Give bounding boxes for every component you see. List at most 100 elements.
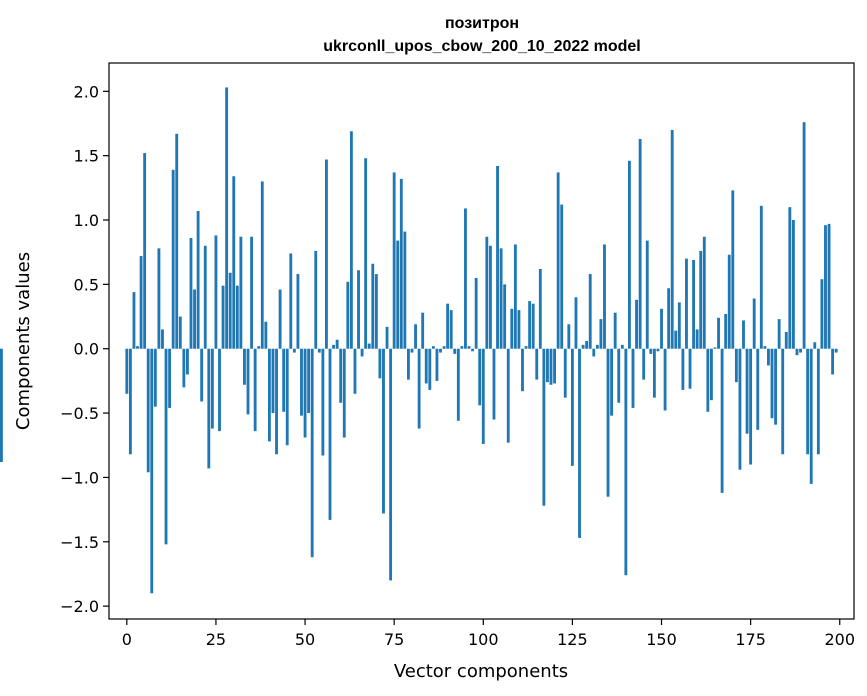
bar xyxy=(513,244,517,349)
bar xyxy=(585,341,589,349)
bar xyxy=(186,348,189,375)
chart-title: позитрон xyxy=(445,15,519,32)
bar xyxy=(382,348,385,514)
bar xyxy=(435,348,439,381)
bar xyxy=(734,348,738,383)
bar xyxy=(456,348,460,421)
bar xyxy=(314,250,318,349)
y-tick-label: 1.0 xyxy=(74,211,99,230)
bar xyxy=(677,302,681,349)
x-tick-label: 25 xyxy=(206,630,226,649)
bar xyxy=(667,288,671,349)
x-tick-label: 200 xyxy=(824,630,855,649)
bar xyxy=(620,344,624,349)
bar xyxy=(325,159,328,349)
bar xyxy=(346,281,350,349)
bar xyxy=(692,259,696,349)
bar xyxy=(128,348,132,455)
bar xyxy=(681,348,685,390)
bar xyxy=(777,319,781,349)
bar xyxy=(724,313,728,349)
bar-series xyxy=(0,87,838,594)
bar xyxy=(278,289,282,349)
bar xyxy=(599,319,603,349)
bar xyxy=(143,153,147,349)
bar xyxy=(517,310,521,349)
y-tick-label: −1.0 xyxy=(60,468,99,487)
bar xyxy=(378,348,382,379)
bar xyxy=(635,299,638,349)
bar xyxy=(802,122,806,349)
bar xyxy=(763,346,767,349)
bar xyxy=(178,316,182,349)
bar xyxy=(250,236,254,349)
bar xyxy=(791,220,795,349)
x-tick-label: 75 xyxy=(384,630,404,649)
bar xyxy=(656,348,660,352)
bar xyxy=(414,324,417,349)
bar xyxy=(246,348,250,415)
bar xyxy=(521,348,524,392)
bar xyxy=(535,348,539,380)
bar xyxy=(335,339,339,349)
bar xyxy=(624,348,628,576)
bar xyxy=(407,348,410,380)
bar xyxy=(200,348,204,402)
bar xyxy=(542,348,546,506)
bar xyxy=(649,348,653,354)
bar xyxy=(731,190,735,349)
bar xyxy=(506,348,510,443)
bar xyxy=(161,329,164,349)
bar xyxy=(125,348,129,394)
bar xyxy=(788,207,792,349)
bar xyxy=(464,208,467,349)
bar xyxy=(553,348,556,384)
bar xyxy=(189,238,193,349)
bar xyxy=(421,312,425,349)
bar xyxy=(528,301,532,349)
bar xyxy=(182,348,186,388)
bar xyxy=(310,348,314,558)
bar xyxy=(570,348,574,466)
bar xyxy=(834,348,838,353)
x-tick-label: 125 xyxy=(557,630,588,649)
bar xyxy=(439,348,442,353)
bar xyxy=(267,348,271,442)
bar xyxy=(146,348,150,473)
bar xyxy=(699,250,703,349)
y-tick-label: −1.5 xyxy=(60,533,99,552)
bar xyxy=(578,348,581,538)
bar xyxy=(499,248,503,349)
bar xyxy=(595,344,599,349)
bar xyxy=(713,347,717,349)
bar xyxy=(214,235,218,349)
bar xyxy=(132,292,136,349)
bar xyxy=(424,348,428,384)
bar xyxy=(474,277,478,349)
y-tick-label: −2.0 xyxy=(60,597,99,616)
bar xyxy=(813,342,817,349)
bar xyxy=(709,348,713,401)
bar xyxy=(253,348,257,432)
y-axis-ticks: −2.0 −1.5 −1.0 −0.5 0.0 0.5 1.0 1.5 2.0 xyxy=(60,82,109,616)
y-tick-label: 1.5 xyxy=(74,147,99,166)
bar xyxy=(827,223,831,349)
bar xyxy=(663,348,667,411)
bar xyxy=(410,348,414,353)
bar xyxy=(431,346,435,349)
y-tick-label: 0.5 xyxy=(74,275,99,294)
bar xyxy=(606,348,610,497)
bar xyxy=(809,348,813,484)
bar xyxy=(752,298,756,349)
bar xyxy=(260,181,264,349)
bar xyxy=(485,236,489,349)
bar xyxy=(738,348,742,470)
bar xyxy=(0,348,3,462)
bar xyxy=(488,245,492,349)
x-tick-label: 150 xyxy=(646,630,677,649)
bar xyxy=(300,348,303,416)
bar xyxy=(218,348,221,432)
bar xyxy=(603,244,606,349)
y-tick-label: 2.0 xyxy=(74,82,99,101)
